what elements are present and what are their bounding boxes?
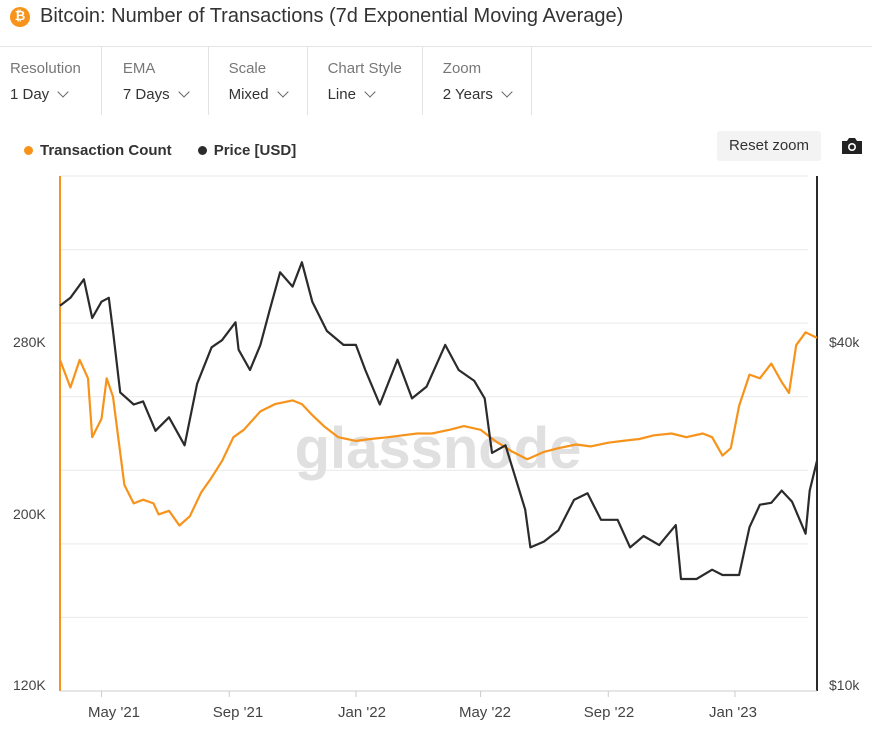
zoom-value: 2 Years xyxy=(442,86,493,103)
resolution-label: Resolution xyxy=(10,60,81,77)
x-axis-tick-label: Sep '21 xyxy=(212,704,264,721)
left-axis-tick-label: 120K xyxy=(13,677,46,693)
right-axis-tick-label: $40k xyxy=(829,334,860,350)
zoom-label: Zoom xyxy=(442,60,482,77)
chart-style-label: Chart Style xyxy=(327,60,402,77)
ema-select[interactable]: EMA 7 Days xyxy=(102,47,209,115)
resolution-value: 1 Day xyxy=(10,86,50,103)
watermark-text: glassnode xyxy=(295,416,582,481)
legend-label: Price [USD] xyxy=(213,142,297,159)
reset-zoom-button[interactable]: Reset zoom xyxy=(717,131,821,161)
header: ₿ Bitcoin: Number of Transactions (7d Ex… xyxy=(0,0,872,47)
legend-label: Transaction Count xyxy=(40,142,172,159)
chart-style-value: Line xyxy=(327,86,356,103)
legend-item-transaction-count[interactable]: Transaction Count xyxy=(24,142,172,159)
chart-style-select[interactable]: Chart Style Line xyxy=(308,47,423,115)
left-axis-tick-label: 200K xyxy=(13,506,46,522)
bitcoin-icon: ₿ xyxy=(10,7,30,27)
zoom-select[interactable]: Zoom 2 Years xyxy=(423,47,532,115)
x-axis-tick-label: May '22 xyxy=(458,704,512,721)
chart-legend: Transaction Count Price [USD] xyxy=(24,142,322,159)
x-axis-tick-label: Sep '22 xyxy=(583,704,635,721)
scale-value: Mixed xyxy=(228,86,269,103)
x-axis-tick-label: Jan '23 xyxy=(709,704,757,721)
legend-dot-icon xyxy=(197,146,207,155)
ema-value: 7 Days xyxy=(122,86,170,103)
resolution-select[interactable]: Resolution 1 Day xyxy=(0,47,102,115)
page-title: Bitcoin: Number of Transactions (7d Expo… xyxy=(40,5,624,27)
controls-bar: Resolution 1 Day EMA 7 Days Scale Mixed … xyxy=(0,47,532,115)
legend-item-price[interactable]: Price [USD] xyxy=(197,142,297,159)
scale-label: Scale xyxy=(228,60,267,77)
scale-select[interactable]: Scale Mixed xyxy=(209,47,308,115)
right-axis-tick-label: $10k xyxy=(829,677,860,693)
legend-dot-icon xyxy=(24,146,33,155)
ema-label: EMA xyxy=(122,60,156,77)
camera-icon[interactable] xyxy=(841,137,863,155)
series-line-price xyxy=(59,261,819,581)
left-axis-tick-label: 280K xyxy=(13,334,46,350)
x-axis-tick-label: May '21 xyxy=(87,704,141,721)
series-line-transaction-count xyxy=(58,331,818,527)
x-axis-tick-label: Jan '22 xyxy=(338,704,386,721)
